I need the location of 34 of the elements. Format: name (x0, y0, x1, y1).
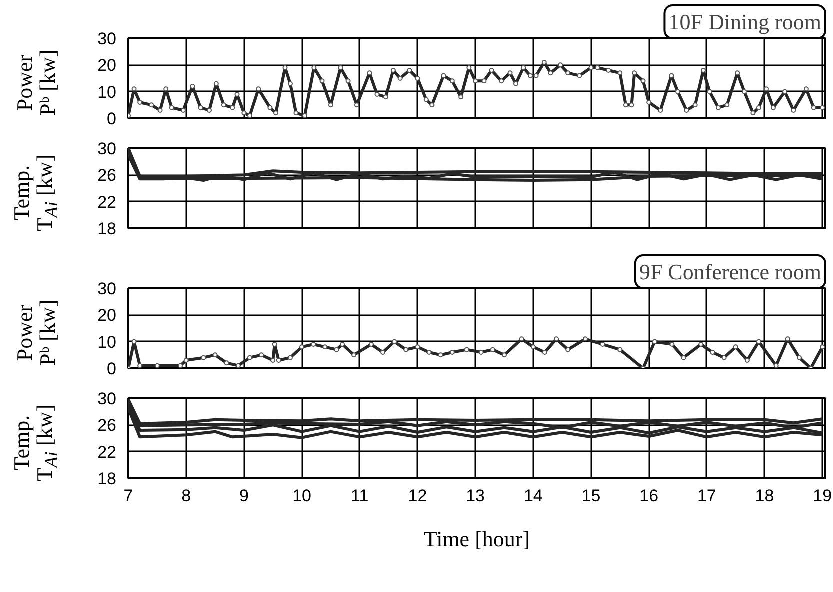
chart-title: 10F Dining room (668, 10, 822, 34)
y-tick-label: 20 (98, 306, 117, 326)
x-tick-label: 19 (813, 486, 832, 506)
y-tick-label: 18 (98, 470, 117, 488)
y-tick-label: 22 (98, 192, 117, 212)
y-tick-label: 20 (98, 56, 117, 76)
x-tick-label: 14 (524, 486, 543, 506)
x-tick-label: 12 (408, 486, 428, 506)
x-tick-label: 13 (466, 486, 486, 506)
x-tick-label: 16 (640, 486, 659, 506)
y-tick-label: 30 (98, 280, 117, 298)
y-axis-title: Power Pᵇ [kw] (12, 50, 60, 116)
x-tick-label: 17 (697, 486, 716, 506)
y-axis-title: Power Pᵇ [kw] (12, 300, 60, 366)
y-tick-label: 10 (98, 82, 117, 102)
x-tick-label: 18 (755, 486, 774, 506)
y-tick-label: 30 (98, 30, 117, 48)
y-tick-label: 0 (107, 110, 117, 128)
chart-title: 9F Conference room (639, 260, 822, 284)
x-tick-label: 7 (124, 486, 134, 506)
y-tick-label: 30 (98, 140, 117, 158)
x-tick-label: 8 (182, 486, 192, 506)
x-tick-label: 10 (292, 486, 312, 506)
y-tick-label: 10 (98, 332, 117, 352)
x-tick-label: 9 (239, 486, 249, 506)
y-tick-label: 18 (98, 220, 117, 238)
x-tick-label: 11 (351, 486, 369, 506)
x-tick-label: 15 (582, 486, 601, 506)
y-tick-label: 26 (98, 166, 117, 186)
y-tick-label: 0 (107, 360, 117, 378)
x-axis-title: Time [hour] (424, 526, 530, 552)
y-tick-label: 30 (98, 390, 117, 408)
y-tick-label: 26 (98, 416, 117, 436)
y-tick-label: 22 (98, 442, 117, 462)
